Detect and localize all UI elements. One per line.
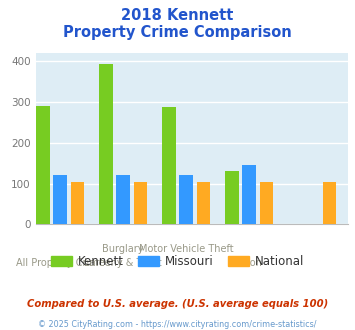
Text: Compared to U.S. average. (U.S. average equals 100): Compared to U.S. average. (U.S. average … — [27, 299, 328, 309]
Bar — [71, 182, 84, 224]
Legend: Kennett, Missouri, National: Kennett, Missouri, National — [46, 250, 309, 273]
Bar — [197, 182, 210, 224]
Text: Motor Vehicle Theft: Motor Vehicle Theft — [139, 244, 234, 254]
Bar — [134, 182, 147, 224]
Text: Arson: Arson — [235, 258, 263, 268]
Bar — [260, 182, 273, 224]
Bar — [162, 107, 176, 224]
Bar — [225, 171, 239, 224]
Bar — [323, 182, 336, 224]
Text: 2018 Kennett: 2018 Kennett — [121, 8, 234, 23]
Bar — [53, 175, 67, 224]
Bar — [179, 175, 193, 224]
Bar — [242, 165, 256, 224]
Text: © 2025 CityRating.com - https://www.cityrating.com/crime-statistics/: © 2025 CityRating.com - https://www.city… — [38, 320, 317, 329]
Bar — [36, 106, 50, 224]
Text: Larceny & Theft: Larceny & Theft — [84, 258, 162, 268]
Bar — [99, 64, 113, 224]
Text: Property Crime Comparison: Property Crime Comparison — [63, 25, 292, 40]
Bar — [116, 175, 130, 224]
Text: Burglary: Burglary — [103, 244, 144, 254]
Text: All Property Crime: All Property Crime — [16, 258, 105, 268]
